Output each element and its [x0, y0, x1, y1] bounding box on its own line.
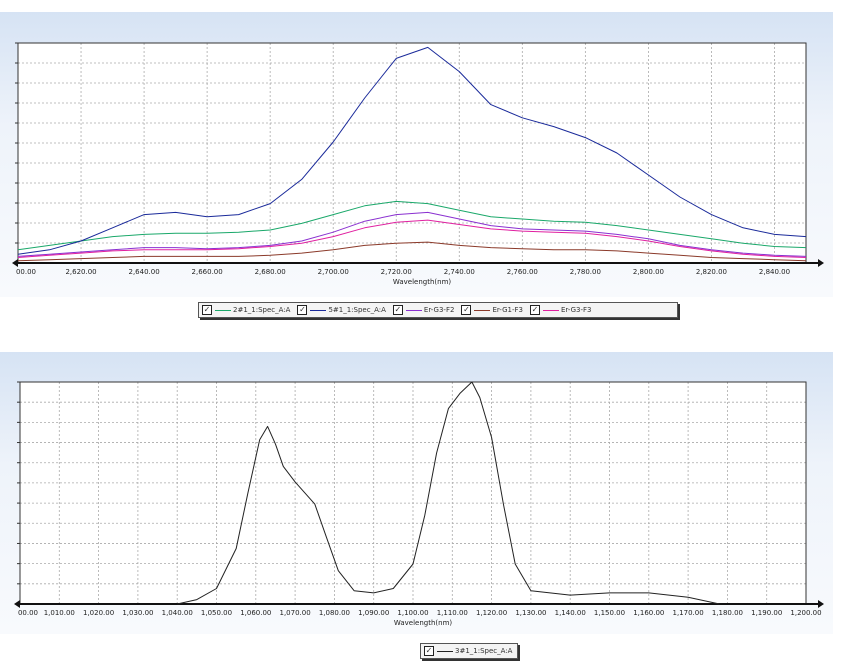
- legend-item[interactable]: ✓ 2#1_1:Spec_A:A: [199, 305, 290, 315]
- x-tick-label: 1,170.00: [673, 609, 704, 617]
- line-chart-top: 00.00 2,620.00 2,640.00 2,660.00 2,680.00 2,7…: [12, 42, 824, 286]
- legend-checkbox[interactable]: ✓: [392, 305, 403, 315]
- series-line: [177, 381, 720, 605]
- x-tick-label: 2,700.00: [318, 268, 349, 276]
- legend-checkbox[interactable]: ✓: [461, 305, 472, 315]
- x-tick-label: 2,820.00: [696, 268, 727, 276]
- chart-panel-bottom: 00.00 1,010.00 1,020.00 1,030.00 1,040.00 1,0…: [0, 352, 833, 634]
- x-tick-label: 1,130.00: [515, 609, 546, 617]
- legend-label: 3#1_1:Spec_A:A: [455, 647, 513, 655]
- scroll-left-arrow-icon[interactable]: [14, 600, 20, 608]
- x-tick-label: 2,740.00: [444, 268, 475, 276]
- x-axis-label: Wavelength(nm): [393, 278, 452, 286]
- x-tick-label: 1,070.00: [280, 609, 311, 617]
- x-tick-label: 2,620.00: [65, 268, 96, 276]
- legend-checkbox[interactable]: ✓: [529, 305, 540, 315]
- x-tick-label: 2,680.00: [255, 268, 286, 276]
- legend-swatch: [437, 650, 453, 652]
- scroll-right-arrow-icon[interactable]: [818, 259, 824, 267]
- x-tick-label: 00.00: [18, 609, 38, 617]
- x-tick-label: 1,190.00: [751, 609, 782, 617]
- x-tick-label: 00.00: [16, 268, 36, 276]
- x-tick-label: 2,760.00: [507, 268, 538, 276]
- x-tick-label: 1,080.00: [319, 609, 350, 617]
- legend-item[interactable]: ✓ Er-G3-F3: [527, 305, 592, 315]
- legend-item[interactable]: ✓ 5#1_1:Spec_A:A: [294, 305, 386, 315]
- x-tick-label: 1,150.00: [594, 609, 625, 617]
- x-tick-label: 2,840.00: [759, 268, 790, 276]
- x-tick-label: 1,020.00: [83, 609, 114, 617]
- x-tick-label: 1,140.00: [555, 609, 586, 617]
- legend-label: Er-G3-F2: [423, 306, 455, 314]
- x-tick-label: 1,120.00: [476, 609, 507, 617]
- x-tick-label: 1,030.00: [122, 609, 153, 617]
- scroll-right-arrow-icon[interactable]: [818, 600, 824, 608]
- series-line: [17, 200, 807, 251]
- x-tick-label: 1,090.00: [358, 609, 389, 617]
- legend-swatch: [405, 309, 422, 311]
- x-tick-label: 1,160.00: [633, 609, 664, 617]
- legend-swatch: [310, 309, 327, 311]
- x-tick-label: 1,180.00: [712, 609, 743, 617]
- legend-item[interactable]: ✓ 3#1_1:Spec_A:A: [421, 646, 512, 656]
- chart-legend-top[interactable]: ✓ 2#1_1:Spec_A:A ✓ 5#1_1:Spec_A:A ✓ Er-G3-F2 ✓…: [198, 302, 678, 318]
- x-tick-label: 1,010.00: [44, 609, 75, 617]
- x-tick-label: 1,060.00: [240, 609, 271, 617]
- x-tick-label: 1,040.00: [162, 609, 193, 617]
- legend-item[interactable]: ✓ Er-G3-F2: [390, 305, 455, 315]
- legend-checkbox[interactable]: ✓: [202, 305, 212, 315]
- series-line: [17, 241, 807, 262]
- x-tick-label: 2,800.00: [633, 268, 664, 276]
- line-chart-bottom: 00.00 1,010.00 1,020.00 1,030.00 1,040.00 1,0…: [14, 381, 824, 627]
- x-tick-label: 2,640.00: [128, 268, 159, 276]
- legend-label: 2#1_1:Spec_A:A: [233, 306, 291, 314]
- legend-label: Er-G3-F3: [560, 306, 592, 314]
- x-tick-label: 2,660.00: [192, 268, 223, 276]
- chart-panel-top: 00.00 2,620.00 2,640.00 2,660.00 2,680.00 2,7…: [0, 12, 833, 297]
- x-tick-label: 1,050.00: [201, 609, 232, 617]
- x-tick-label: 2,780.00: [570, 268, 601, 276]
- x-tick-label: 2,720.00: [381, 268, 412, 276]
- series-line: [17, 211, 807, 257]
- x-tick-label: 1,100.00: [397, 609, 428, 617]
- series-line: [17, 219, 807, 258]
- plot-area: [18, 43, 806, 263]
- x-axis-label: Wavelength(nm): [394, 619, 453, 627]
- legend-checkbox[interactable]: ✓: [297, 305, 308, 315]
- chart-legend-bottom[interactable]: ✓ 3#1_1:Spec_A:A: [420, 643, 518, 659]
- legend-swatch: [215, 309, 231, 311]
- legend-label: Er-G1-F3: [492, 306, 523, 314]
- legend-swatch: [542, 309, 559, 311]
- legend-checkbox[interactable]: ✓: [424, 646, 434, 656]
- legend-item[interactable]: ✓ Er-G1-F3: [458, 305, 523, 315]
- scroll-left-arrow-icon[interactable]: [12, 259, 18, 267]
- legend-swatch: [474, 309, 491, 311]
- x-tick-label: 1,110.00: [437, 609, 468, 617]
- x-tick-label: 1,200.00: [790, 609, 821, 617]
- series-line: [17, 46, 807, 255]
- legend-label: 5#1_1:Spec_A:A: [328, 306, 386, 314]
